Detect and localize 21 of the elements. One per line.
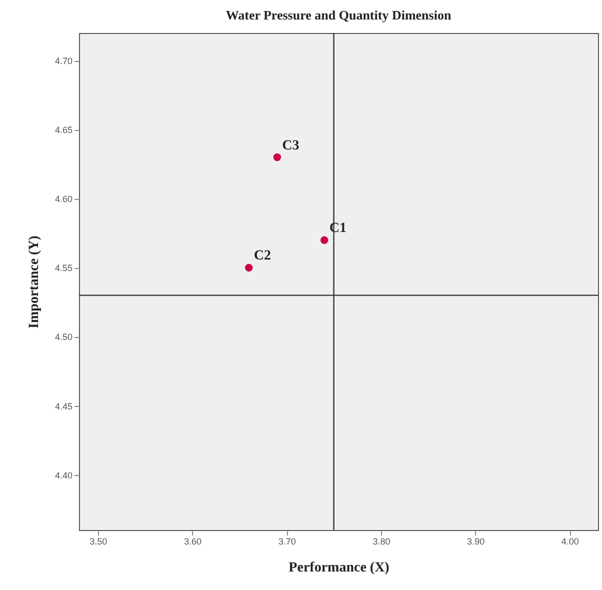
x-tick-label: 3.60	[184, 536, 202, 546]
chart-title: Water Pressure and Quantity Dimension	[226, 7, 452, 22]
x-tick-label: 3.80	[372, 536, 390, 546]
y-axis-title: Importance (Y)	[26, 235, 42, 328]
x-axis-title: Performance (X)	[288, 560, 390, 576]
y-tick-label: 4.55	[54, 263, 72, 274]
y-tick-label: 4.65	[54, 125, 72, 136]
x-tick-label: 3.70	[278, 536, 296, 546]
y-tick-label: 4.40	[54, 470, 72, 480]
annotation: C2	[254, 248, 271, 264]
x-tick-label: 4.00	[561, 536, 579, 546]
point	[244, 264, 253, 272]
point	[273, 153, 282, 162]
x-tick-label: 3.90	[467, 536, 485, 546]
annotation: C3	[282, 138, 300, 154]
y-tick-label: 4.45	[54, 401, 72, 412]
x-tick-label: 3.50	[90, 536, 108, 546]
y-tick-label: 4.60	[54, 194, 72, 204]
y-tick-label: 4.50	[54, 332, 72, 342]
y-tick-label: 4.70	[54, 56, 72, 66]
point	[320, 236, 328, 244]
